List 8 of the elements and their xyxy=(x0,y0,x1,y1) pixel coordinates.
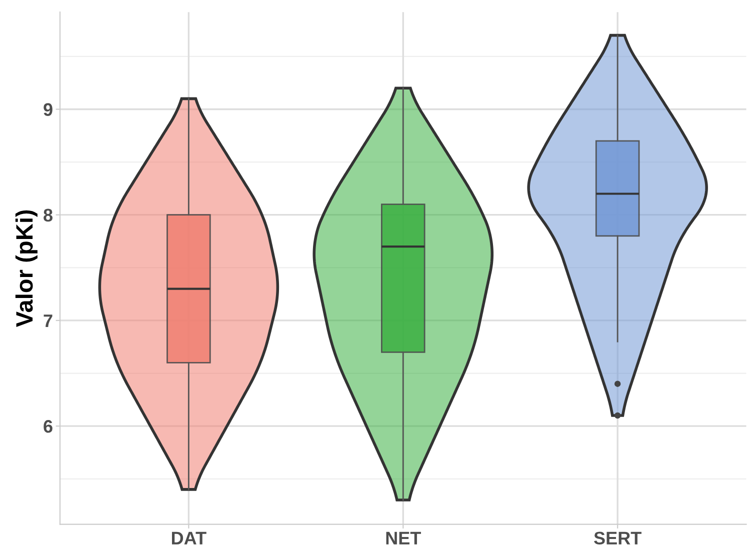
y-tick-label: 9 xyxy=(44,103,52,116)
y-axis-title: Valor (pKi) xyxy=(15,210,38,328)
x-tick-label: DAT xyxy=(172,532,206,544)
y-tick-label: 6 xyxy=(44,420,52,433)
y-tick-label: 8 xyxy=(44,208,53,222)
y-tick-label: 7 xyxy=(44,314,52,328)
x-tick-label: SERT xyxy=(594,532,642,544)
x-tick-label: NET xyxy=(386,532,421,544)
